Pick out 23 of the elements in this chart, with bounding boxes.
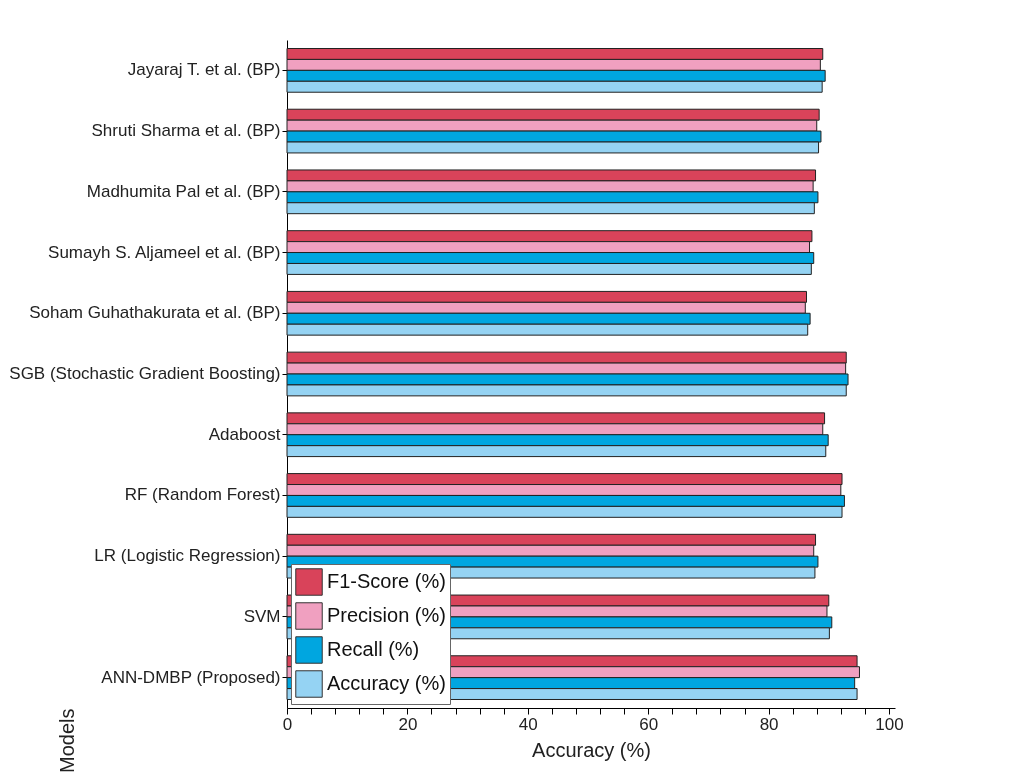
y-tick-label: ANN-DMBP (Proposed) (101, 667, 281, 687)
y-tick-label: Madhumita Pal et al. (BP) (86, 181, 281, 201)
x-tick-label: 20 (398, 714, 418, 734)
x-tick-label: 80 (759, 714, 779, 734)
legend-label: Recall (%) (327, 638, 420, 660)
y-axis-title: Models (55, 708, 78, 773)
x-tick-label: 40 (518, 714, 538, 734)
x-axis-title: Accuracy (%) (532, 738, 651, 761)
y-tick-label: SGB (Stochastic Gradient Boosting) (9, 364, 281, 383)
legend-label: Precision (%) (327, 604, 446, 626)
y-tick-label: Jayaraj T. et al. (BP) (127, 60, 281, 80)
legend-label: Accuracy (%) (327, 672, 446, 694)
y-tick-label: Soham Guhathakurata et al. (BP) (29, 303, 281, 323)
legend-label: F1-Score (%) (327, 570, 446, 592)
y-tick-label: Sumayh S. Aljameel et al. (BP) (48, 242, 281, 262)
y-tick-label: RF (Random Forest) (124, 485, 281, 505)
y-tick-label: Shruti Sharma et al. (BP) (91, 121, 281, 141)
y-tick-label: SVM (243, 606, 281, 626)
x-tick-label: 0 (282, 714, 293, 734)
x-tick-label: 60 (639, 714, 659, 734)
x-tick-label: 100 (875, 714, 904, 734)
y-tick-label: Adaboost (208, 424, 281, 444)
y-tick-label: LR (Logistic Regression) (94, 546, 281, 566)
